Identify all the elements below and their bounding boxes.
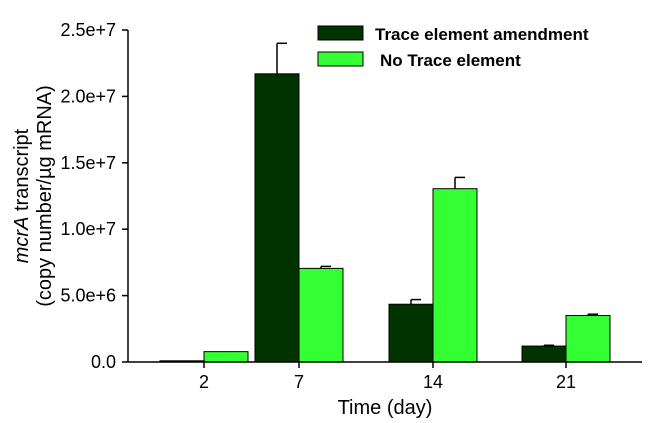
legend-label-trace-element-amendment: Trace element amendment [375,25,589,44]
y-tick-label: 2.0e+7 [60,86,116,106]
y-axis-title-line2: (copy number/µg mRNA) [34,85,56,307]
bars-group [159,42,611,363]
legend: Trace element amendment No Trace element [317,25,589,70]
axes-group [127,30,642,363]
legend-label-no-trace-element: No Trace element [380,51,521,70]
x-axis-title: Time (day) [338,397,433,419]
bar-trace-element-day-7 [254,73,300,363]
y-tick-label: 2.5e+7 [60,20,116,40]
y-tick-label: 1.0e+7 [60,219,116,239]
x-tick-label: 21 [556,372,576,392]
y-tick-label: 5.0e+6 [60,286,116,306]
bar-no-trace-element-day-7 [298,267,344,363]
bar-no-trace-element-day-21 [565,315,611,363]
x-ticks-group: 2 7 14 21 [199,362,576,392]
x-tick-label: 7 [294,372,304,392]
svg-text:mcrA transcript: mcrA transcript [11,128,33,263]
legend-swatch-trace-element-amendment [317,25,364,41]
x-tick-label: 14 [423,372,443,392]
y-axis-title-italic: mcrA [11,217,33,264]
y-axis-title-rest: transcript [11,128,33,216]
y-axis-title: mcrA transcript (copy number/µg mRNA) [11,85,56,307]
y-ticks-group: 0.0 5.0e+6 1.0e+7 1.5e+7 2.0e+7 2.5e+7 [60,20,128,372]
bar-trace-element-day-14 [388,303,434,363]
y-tick-label: 1.5e+7 [60,153,116,173]
y-tick-label: 0.0 [91,352,116,372]
legend-swatch-no-trace-element [317,51,364,67]
bar-no-trace-element-day-2 [203,351,249,363]
bar-trace-element-day-21 [521,345,567,363]
x-tick-label: 2 [199,372,209,392]
bar-no-trace-element-day-14 [432,188,478,363]
